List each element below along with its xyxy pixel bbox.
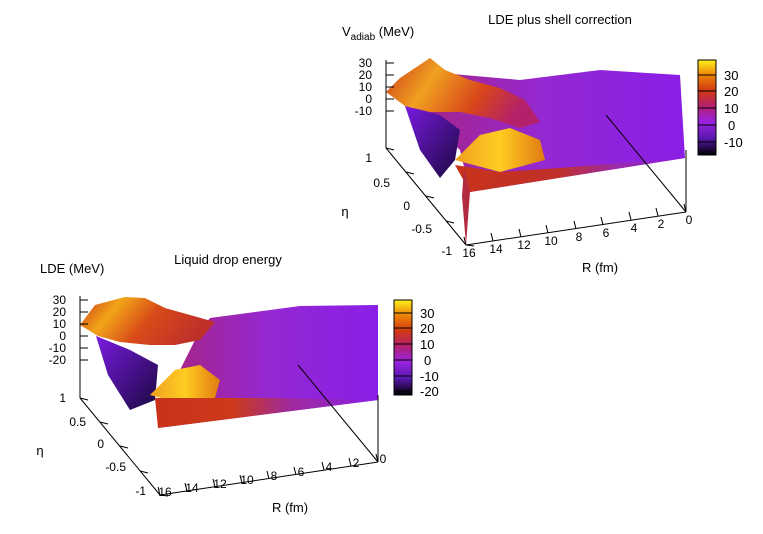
y-tick-label: -0.5 <box>411 222 432 236</box>
colorbar-bottom: 30 20 10 0 -10 -20 <box>393 299 439 399</box>
surface-ridge-bottom <box>80 297 215 345</box>
y-tick-label: 1 <box>365 151 372 165</box>
z-tick-label: 0 <box>59 329 66 343</box>
zlabel-top: Vadiab (MeV) <box>342 24 414 43</box>
colorbar-tick-label: -10 <box>420 369 439 384</box>
y-tick-label: -1 <box>135 484 146 498</box>
y-tick-label: 1 <box>59 391 66 405</box>
x-tick-label: 10 <box>240 473 254 487</box>
x-tick-label: 0 <box>686 213 693 227</box>
y-tick-label: 0 <box>403 199 410 213</box>
x-tick-label: 2 <box>658 217 665 231</box>
x-tick-label: 6 <box>298 465 305 479</box>
colorbar-tick-label: 0 <box>424 353 431 368</box>
surface-bump-top <box>455 128 545 172</box>
x-tick-label: 4 <box>631 221 638 235</box>
z-tick-label: 10 <box>53 317 67 331</box>
y-tick-label: 0 <box>97 437 104 451</box>
colorbar-tick-label: 10 <box>420 337 434 352</box>
z-tick-label: 20 <box>359 68 373 82</box>
colorbar-tick-label: 30 <box>420 306 434 321</box>
xlabel-bottom: R (fm) <box>272 500 308 515</box>
y-tick-labels-bottom: 1 0.5 0 -0.5 -1 <box>59 391 146 498</box>
x-tick-label: 2 <box>353 456 360 470</box>
z-tick-label: 30 <box>359 56 373 70</box>
colorbar-tick-label: 30 <box>724 68 738 83</box>
x-tick-label: 10 <box>544 234 558 248</box>
colorbar-tick-label: 20 <box>420 321 434 336</box>
z-tick-label: 30 <box>53 293 67 307</box>
surface-bottom <box>80 297 378 428</box>
colorbar-tick-label: -10 <box>724 135 743 150</box>
axes-bottom <box>79 296 379 497</box>
xlabel-top: R (fm) <box>582 260 618 275</box>
x-tick-label: 16 <box>158 485 172 499</box>
surface-bump-bottom <box>150 365 220 404</box>
x-tick-label: 16 <box>462 246 476 260</box>
x-tick-label: 4 <box>326 460 333 474</box>
colorbar-tick-label: 10 <box>724 101 738 116</box>
surface-top <box>386 58 685 245</box>
z-tick-label: 0 <box>365 92 372 106</box>
x-tick-label: 12 <box>517 238 531 252</box>
colorbar-tick-label: 0 <box>728 118 735 133</box>
x-tick-label: 0 <box>380 452 387 466</box>
colorbar-top: 30 20 10 0 -10 <box>697 59 743 156</box>
surface-valley-top <box>405 106 460 178</box>
x-tick-labels-top: 16 14 12 10 8 6 4 2 0 <box>462 213 692 260</box>
surface-valley-bottom <box>96 336 158 410</box>
x-tick-labels-bottom: 16 14 12 10 8 6 4 2 0 <box>158 452 386 499</box>
z-tick-labels-bottom: 30 20 10 0 -10 -20 <box>49 293 67 367</box>
z-tick-labels-top: 30 20 10 0 -10 <box>355 56 373 118</box>
x-tick-label: 14 <box>489 242 503 256</box>
colorbar-tick-label: -20 <box>420 384 439 399</box>
y-tick-label: 0.5 <box>69 415 86 429</box>
surface-ridge-top <box>386 58 540 128</box>
z-tick-label: -10 <box>355 104 373 118</box>
zlabel-bottom: LDE (MeV) <box>40 261 104 276</box>
axes-top <box>385 60 687 247</box>
y-tick-label: -1 <box>441 244 452 258</box>
surface-front-bottom <box>155 398 378 428</box>
z-tick-label: 20 <box>53 305 67 319</box>
title-top: LDE plus shell correction <box>488 12 632 27</box>
plot-top: LDE plus shell correction Vadiab (MeV) R… <box>341 12 742 275</box>
ylabel-bottom: η <box>36 443 43 458</box>
ylabel-top: η <box>341 204 348 219</box>
colorbar-tick-label: 20 <box>724 84 738 99</box>
x-tick-label: 8 <box>576 230 583 244</box>
x-tick-label: 6 <box>603 226 610 240</box>
y-tick-labels-top: 1 0.5 0 -0.5 -1 <box>365 151 452 258</box>
z-tick-label: -10 <box>49 341 67 355</box>
surface-wall-top <box>462 168 470 245</box>
y-tick-label: 0.5 <box>373 176 390 190</box>
x-tick-label: 12 <box>213 477 227 491</box>
title-bottom: Liquid drop energy <box>174 252 282 267</box>
colorbar-strip <box>393 299 413 396</box>
surface-front-top <box>455 158 685 192</box>
y-tick-label: -0.5 <box>105 460 126 474</box>
x-tick-label: 8 <box>271 469 278 483</box>
x-tick-label: 14 <box>185 481 199 495</box>
z-tick-label: 10 <box>359 80 373 94</box>
z-tick-label: -20 <box>49 353 67 367</box>
plot-bottom: Liquid drop energy LDE (MeV) R (fm) η 30… <box>36 252 438 515</box>
